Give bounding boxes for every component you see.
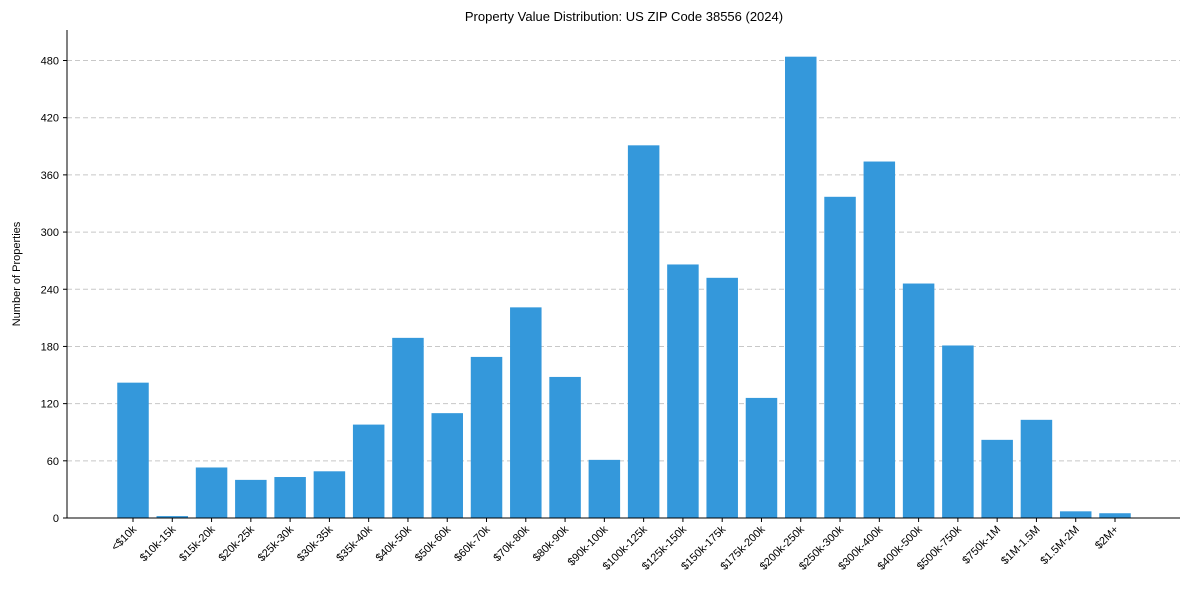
bar [431,413,463,518]
x-tick-label: $60k-70k [452,523,493,564]
x-axis-ticks: <$10k$10k-15k$15k-20k$20k-25k$25k-30k$30… [109,518,1121,573]
y-axis-label: Number of Properties [11,221,23,326]
x-tick-label: $80k-90k [531,523,572,564]
bar [117,382,149,518]
gridlines [67,60,1180,462]
bar [235,479,267,518]
bar [1059,511,1092,518]
y-tick-label: 120 [41,399,59,411]
x-tick-label: <$10k [109,523,139,553]
x-tick-label: $20k-25k [216,523,257,564]
x-tick-label: $25k-30k [256,523,297,564]
y-tick-label: 240 [41,284,59,296]
y-tick-label: 420 [41,113,59,125]
bar [195,467,228,518]
x-tick-label: $50k-60k [413,523,454,564]
bar [274,477,306,518]
bar [981,439,1013,518]
x-tick-label: $10k-15k [138,523,179,564]
x-tick-label: $70k-80k [491,523,532,564]
y-tick-label: 180 [41,341,59,353]
bar [1099,513,1131,518]
bar [313,471,346,518]
x-tick-label: $15k-20k [177,523,218,564]
y-tick-label: 360 [41,170,59,182]
x-tick-label: $35k-40k [334,523,375,564]
bar [352,424,385,518]
bar [588,459,621,518]
bar [902,283,935,518]
bar [942,345,974,518]
x-tick-label: $1M-1.5M [999,524,1043,568]
bar [706,277,738,518]
y-tick-label: 0 [53,513,59,525]
bar [824,196,856,518]
x-tick-label: $30k-35k [295,523,336,564]
bar [1020,419,1053,518]
bar [392,337,424,518]
bar [863,161,896,518]
y-tick-label: 300 [41,227,59,239]
bar [156,516,189,518]
x-tick-label: $1.5M-2M [1038,524,1082,568]
bar [667,264,699,518]
bars [117,56,1131,518]
bar [745,397,778,518]
bar [627,145,660,518]
y-tick-label: 480 [41,56,59,68]
x-tick-label: $40k-50k [374,523,415,564]
bar [470,356,503,518]
y-tick-label: 60 [47,456,59,468]
bar [549,376,581,518]
bar [785,56,817,518]
x-tick-label: $2M+ [1093,524,1121,552]
x-tick-label: $750k-1M [960,524,1003,567]
y-axis-ticks: 0 60 120 180 240 300 360 420 480 [41,56,67,525]
chart-title: Property Value Distribution: US ZIP Code… [465,9,783,24]
bar [510,307,542,518]
